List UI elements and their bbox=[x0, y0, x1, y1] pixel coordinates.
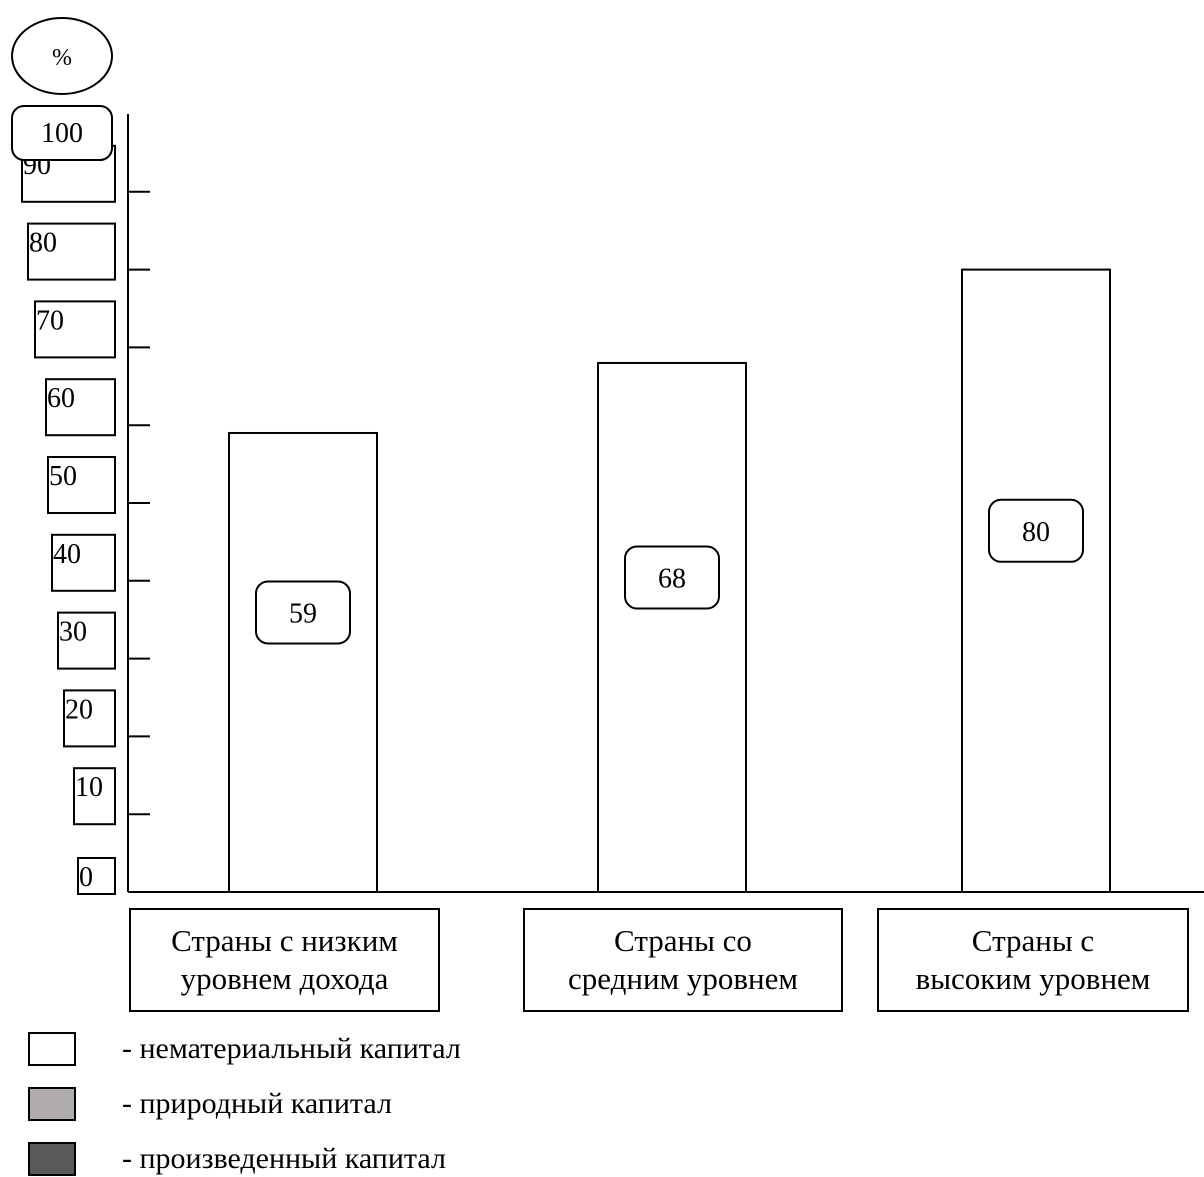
y-tick-label: 10 bbox=[75, 772, 103, 803]
legend-label: - произведенный капитал bbox=[122, 1142, 446, 1175]
data-label-box bbox=[624, 545, 720, 610]
y-tick-label: 20 bbox=[65, 694, 93, 725]
data-label-box bbox=[988, 498, 1084, 563]
y-tick-label-box bbox=[27, 222, 116, 281]
legend-item: - нематериальный капитал bbox=[28, 1031, 461, 1067]
bar-segment bbox=[228, 431, 378, 893]
legend-item: - природный капитал bbox=[28, 1086, 392, 1122]
y-tick-label: 30 bbox=[59, 617, 87, 648]
y-tick-label-box bbox=[47, 456, 116, 514]
category-label-2: Страны со средним уровнем bbox=[523, 908, 843, 1012]
data-label-box bbox=[255, 580, 351, 645]
category-label-line: Страны с низким bbox=[171, 923, 398, 958]
category-label-line: высоким уровнем bbox=[915, 961, 1151, 996]
data-label: 80 bbox=[1022, 517, 1050, 548]
y-tick-label-box bbox=[73, 767, 116, 826]
legend-label: - нематериальный капитал bbox=[122, 1032, 461, 1065]
y-tick-label: 60 bbox=[47, 383, 75, 414]
category-label-line: средним уровнем bbox=[567, 961, 799, 996]
legend-swatch bbox=[28, 1087, 76, 1121]
y-tick-label-box bbox=[63, 689, 116, 748]
y-tick-label-box bbox=[57, 611, 116, 670]
y-tick-label: 50 bbox=[49, 461, 77, 492]
data-label: 59 bbox=[289, 598, 317, 629]
unit-ellipse bbox=[11, 17, 113, 95]
category-label-line: Страны со bbox=[614, 923, 752, 958]
y-tick-label-box bbox=[77, 857, 116, 895]
bar-segment bbox=[597, 361, 747, 893]
legend-swatch bbox=[28, 1032, 76, 1066]
bar-segment bbox=[961, 268, 1111, 894]
data-label: 68 bbox=[658, 563, 686, 594]
legend-label: - природный капитал bbox=[122, 1087, 392, 1120]
legend-item: - произведенный капитал bbox=[28, 1141, 446, 1177]
y-tick-label-box bbox=[34, 300, 116, 359]
category-label-line: уровнем дохода bbox=[180, 961, 389, 996]
y-tick-label: 80 bbox=[29, 228, 57, 259]
y-tick-label-box bbox=[11, 105, 113, 161]
y-tick-label: 40 bbox=[53, 539, 81, 570]
y-tick-label: 0 bbox=[79, 862, 93, 893]
y-tick-label: 100 bbox=[41, 118, 83, 149]
category-label-1: Страны с низким уровнем дохода bbox=[129, 908, 440, 1012]
y-tick-label-box bbox=[45, 378, 116, 437]
category-label-3: Страны с высоким уровнем bbox=[877, 908, 1189, 1012]
legend-swatch bbox=[28, 1142, 76, 1176]
category-label-line: Страны с bbox=[971, 923, 1095, 958]
y-tick-label-box bbox=[51, 533, 116, 592]
chart: %010203040506070809010016255919136817380 bbox=[11, 17, 1204, 895]
unit-label: % bbox=[52, 45, 72, 71]
y-tick-label: 70 bbox=[36, 305, 64, 336]
